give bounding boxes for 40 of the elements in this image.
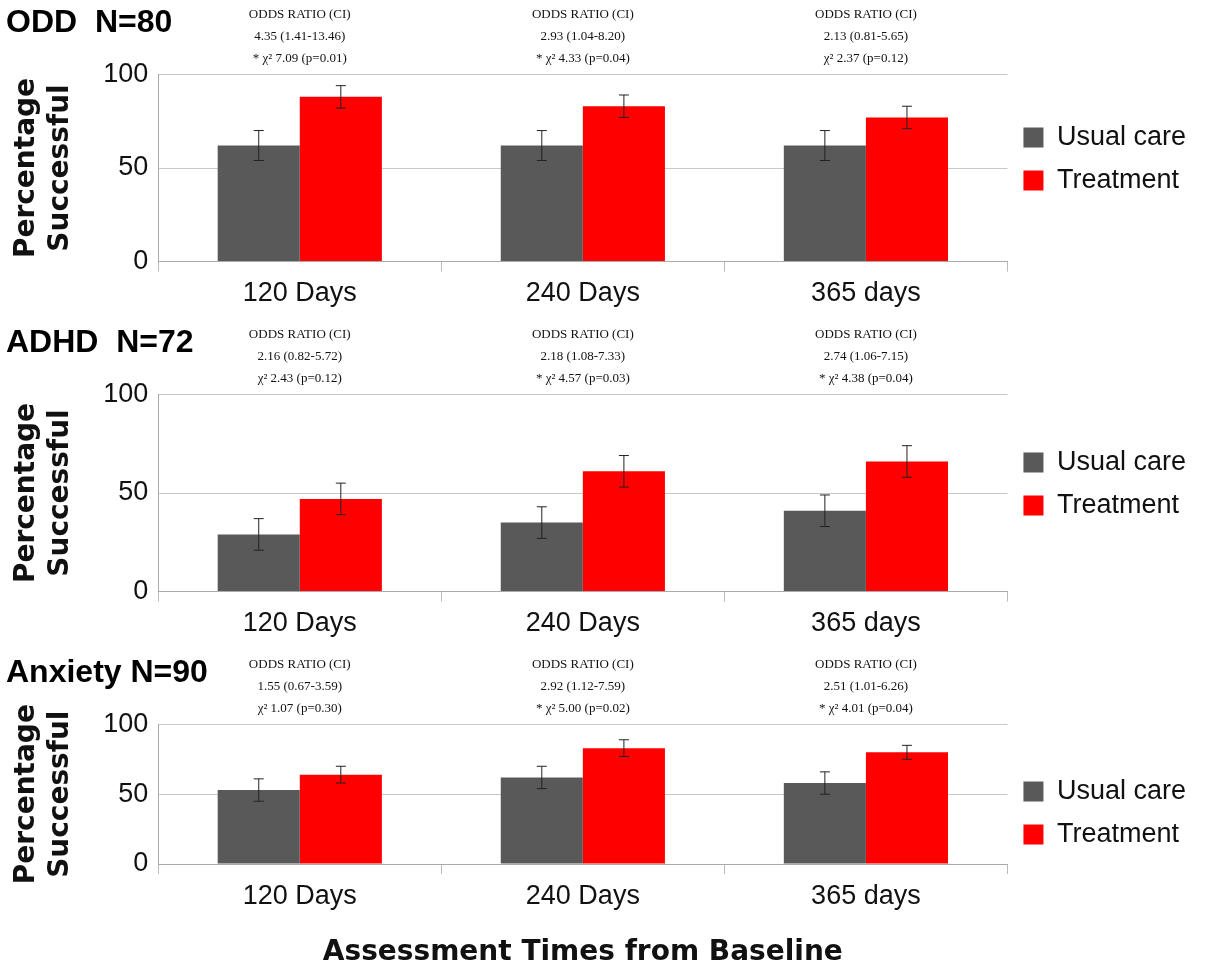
x-tick-label: 240 Days bbox=[525, 607, 640, 638]
text: ODDS RATIO (CI) 1.55 (0.67-3.59) χ² 1.07 (p=0.30) bbox=[248, 655, 351, 715]
x-tick-label: 365 days bbox=[811, 277, 921, 308]
y-tick-label: 0 bbox=[133, 847, 149, 878]
text: ODDS RATIO (CI) 2.18 (1.08-7.33) * χ² 4.57 (p=0.03) bbox=[531, 325, 634, 385]
x-tick-label: 120 Days bbox=[242, 607, 357, 638]
legend-label: Usual care bbox=[1056, 445, 1187, 476]
y-axis-title: Percentage Successful bbox=[8, 402, 75, 584]
chart-title: ODD N=80 bbox=[6, 3, 173, 40]
text: ODDS RATIO (CI) 4.35 (1.41-13.46) * χ² 7.09 (p=0.01) bbox=[248, 5, 351, 65]
x-tick-label: 365 days bbox=[811, 879, 921, 910]
y-tick-label: 100 bbox=[103, 57, 149, 88]
x-tick-label: 120 Days bbox=[242, 879, 357, 910]
y-axis-title: Percentage Successful bbox=[8, 704, 75, 885]
legend-label: Treatment bbox=[1056, 163, 1180, 194]
y-axis-title: Percentage Successful bbox=[8, 77, 75, 259]
x-tick-label: 365 days bbox=[811, 607, 921, 638]
y-tick-label: 50 bbox=[118, 476, 149, 507]
y-tick-label: 100 bbox=[103, 707, 149, 738]
legend-label: Treatment bbox=[1056, 817, 1180, 848]
text: ODDS RATIO (CI) 2.74 (1.06-7.15) * χ² 4.38 (p=0.04) bbox=[814, 325, 917, 385]
text: ODDS RATIO (CI) 2.16 (0.82-5.72) χ² 2.43 (p=0.12) bbox=[248, 325, 351, 385]
y-tick-label: 100 bbox=[103, 377, 149, 408]
chart-title: Anxiety N=90 bbox=[6, 653, 208, 690]
legend-label: Treatment bbox=[1056, 488, 1180, 519]
y-tick-label: 0 bbox=[133, 575, 149, 606]
legend-label: Usual care bbox=[1056, 774, 1187, 805]
y-tick-label: 50 bbox=[118, 777, 149, 808]
x-tick-label: 240 Days bbox=[525, 879, 640, 910]
y-tick-label: 0 bbox=[133, 245, 149, 276]
x-tick-label: 240 Days bbox=[525, 277, 640, 308]
text: ODDS RATIO (CI) 2.92 (1.12-7.59) * χ² 5.00 (p=0.02) bbox=[531, 655, 634, 715]
text: ODDS RATIO (CI) 2.51 (1.01-6.26) * χ² 4.01 (p=0.04) bbox=[814, 655, 917, 715]
text: ODDS RATIO (CI) 2.93 (1.04-8.20) * χ² 4.33 (p=0.04) bbox=[531, 5, 634, 65]
text: ODDS RATIO (CI) 2.13 (0.81-5.65) χ² 2.37 (p=0.12) bbox=[814, 5, 917, 65]
x-tick-label: 120 Days bbox=[242, 277, 357, 308]
chart-title: ADHD N=72 bbox=[6, 323, 194, 360]
x-axis-title: Assessment Times from Baseline bbox=[322, 934, 843, 968]
y-tick-label: 50 bbox=[118, 151, 149, 182]
legend-label: Usual care bbox=[1056, 120, 1187, 151]
